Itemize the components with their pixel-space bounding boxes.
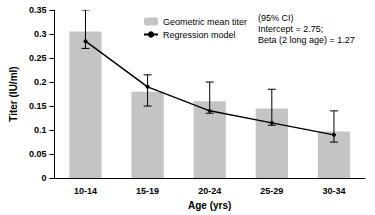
- svg-text:25-29: 25-29: [260, 186, 283, 196]
- svg-text:(95% CI): (95% CI): [258, 13, 294, 23]
- svg-text:0.15: 0.15: [29, 101, 47, 111]
- svg-text:0.3: 0.3: [34, 29, 47, 39]
- svg-text:0.05: 0.05: [29, 149, 47, 159]
- svg-text:15-19: 15-19: [136, 186, 159, 196]
- svg-text:Titer (IU/ml): Titer (IU/ml): [8, 66, 19, 121]
- svg-text:0.25: 0.25: [29, 53, 47, 63]
- svg-text:0.1: 0.1: [34, 125, 47, 135]
- svg-text:Beta (2 long age) = 1.27: Beta (2 long age) = 1.27: [258, 35, 355, 45]
- svg-text:0.2: 0.2: [34, 77, 47, 87]
- svg-text:0: 0: [41, 173, 46, 183]
- svg-text:0.35: 0.35: [29, 5, 47, 15]
- svg-text:20-24: 20-24: [198, 186, 221, 196]
- svg-text:Regression model: Regression model: [163, 30, 236, 40]
- svg-text:Age (yrs): Age (yrs): [188, 200, 231, 211]
- svg-text:10-14: 10-14: [74, 186, 97, 196]
- svg-text:Geometric mean titer: Geometric mean titer: [163, 17, 247, 27]
- svg-text:Intercept = 2.75;: Intercept = 2.75;: [258, 24, 323, 34]
- svg-text:30-34: 30-34: [322, 186, 345, 196]
